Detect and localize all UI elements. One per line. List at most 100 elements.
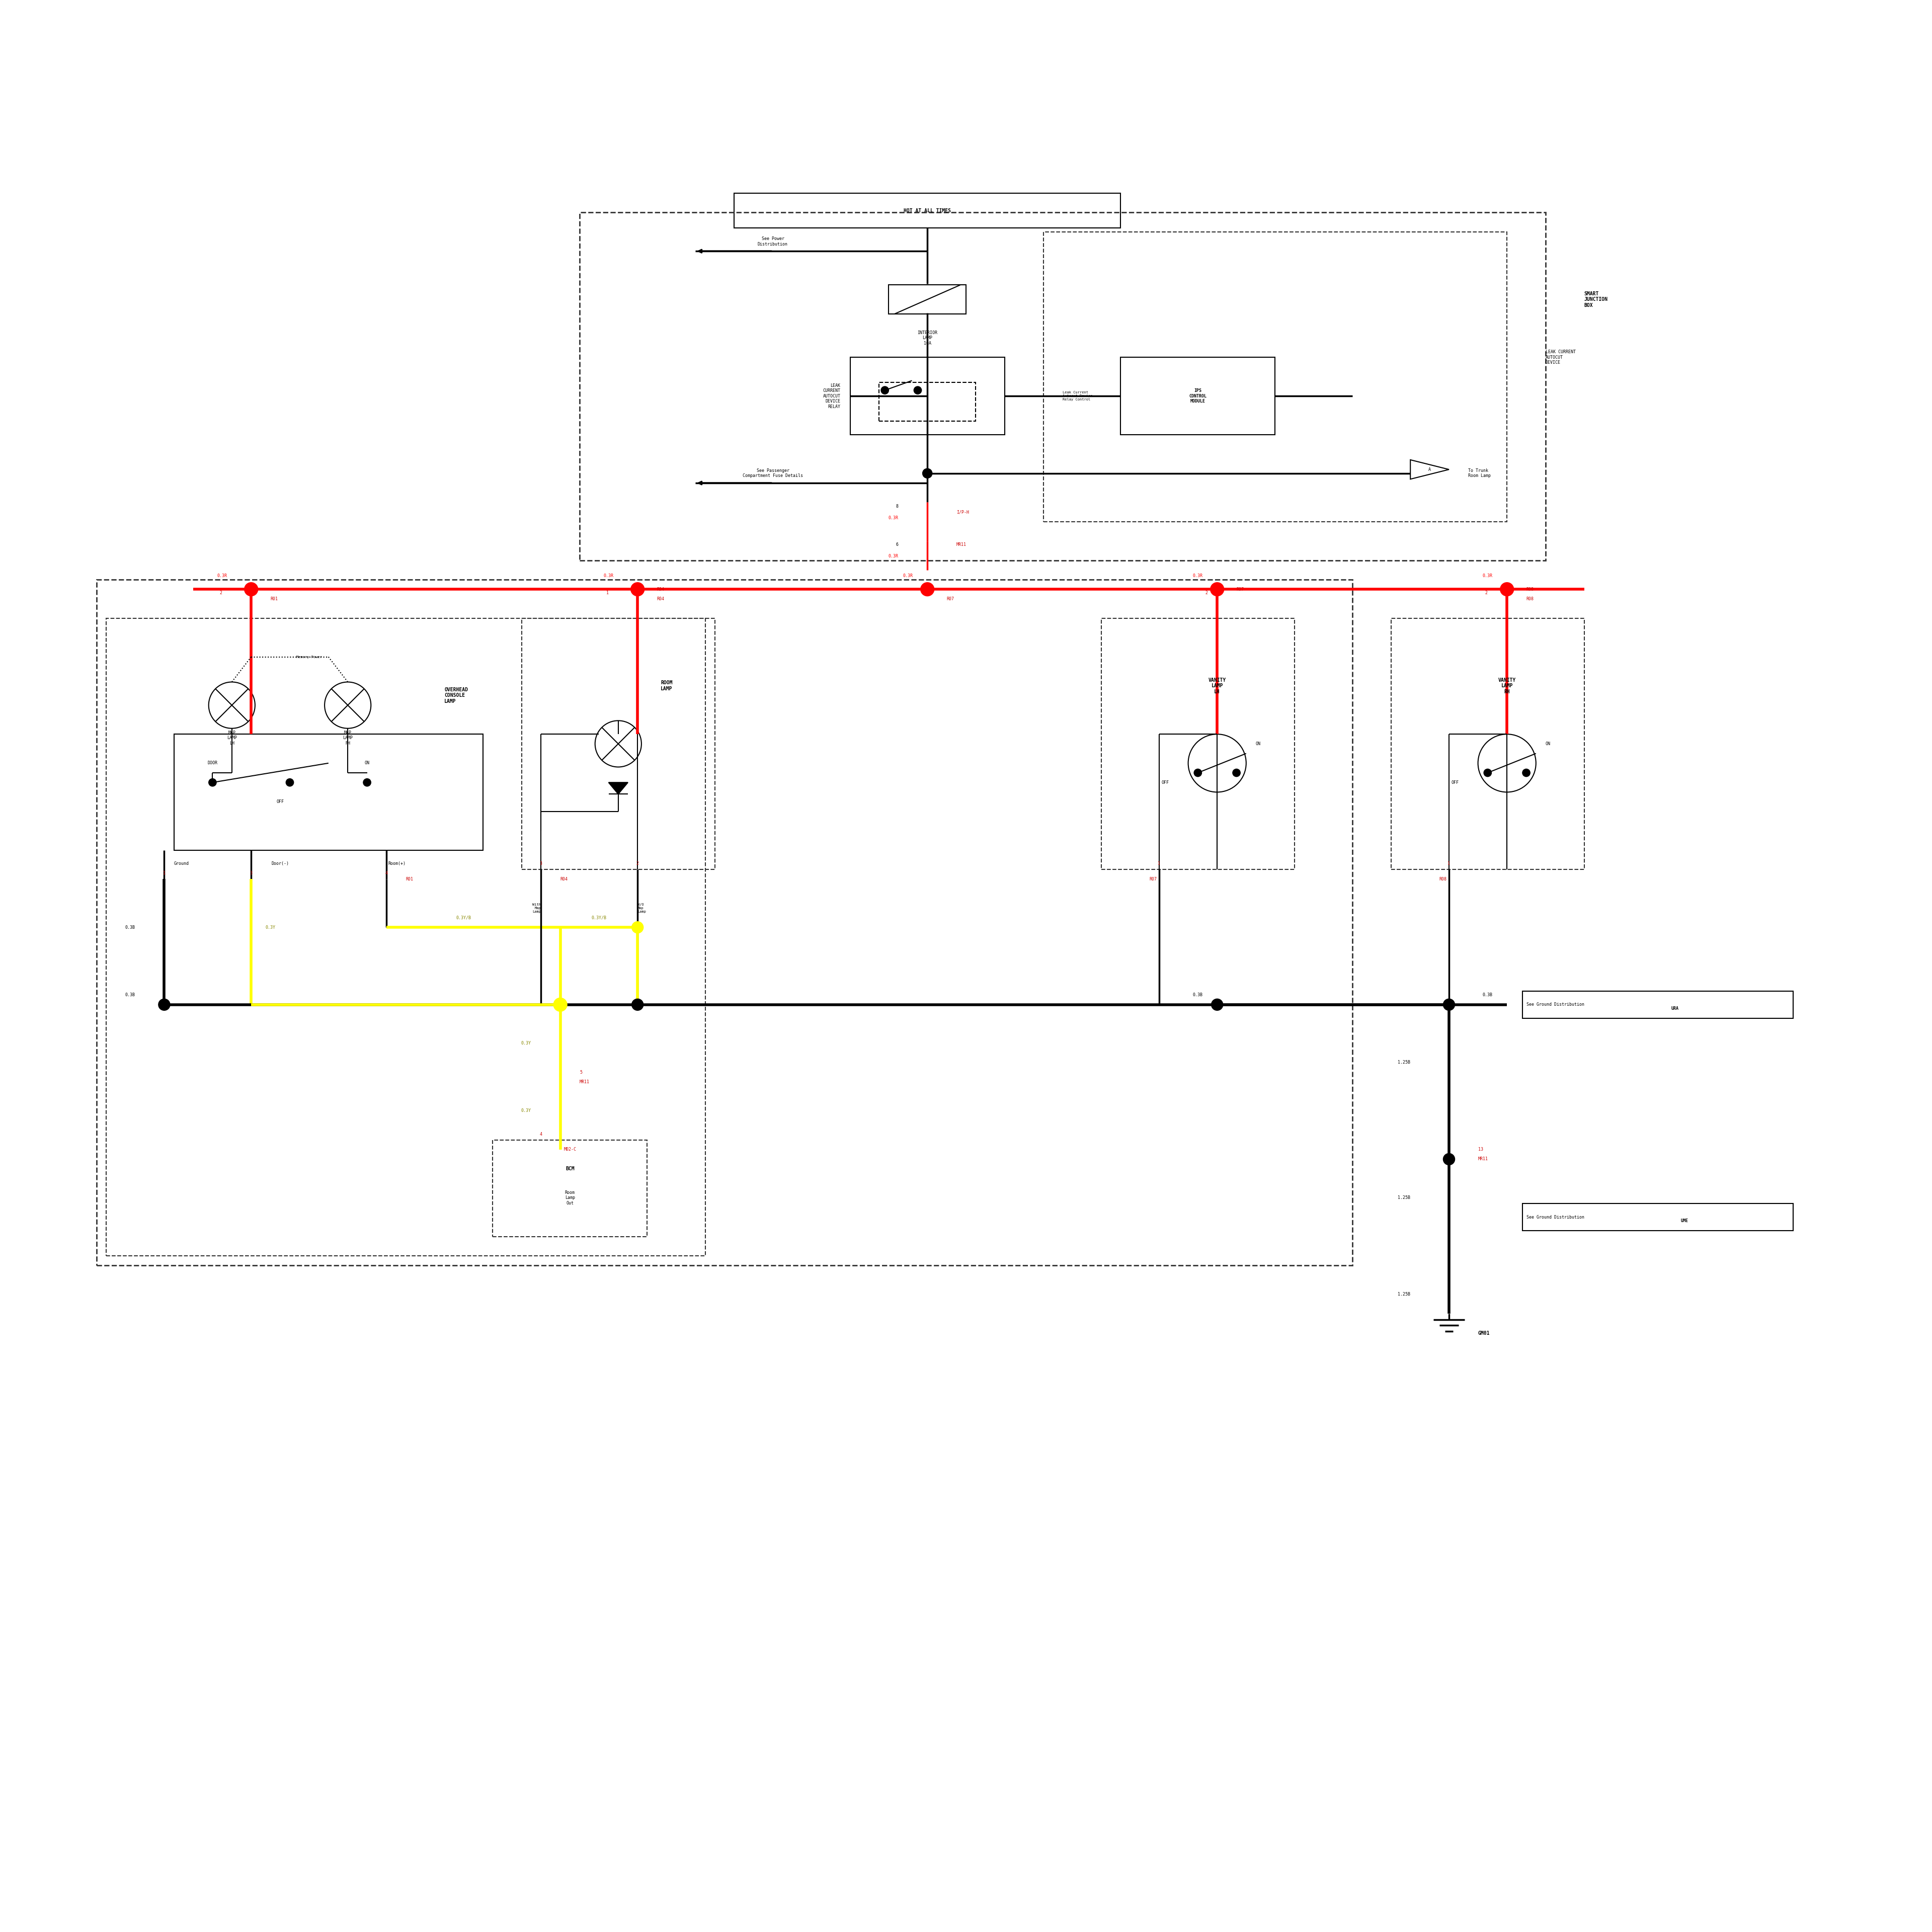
- Text: MAP
LAMP
RH: MAP LAMP RH: [342, 730, 354, 746]
- Text: 13: 13: [1478, 1148, 1484, 1151]
- Bar: [97, 580, 1352, 1265]
- Text: See Power
Distribution: See Power Distribution: [757, 236, 788, 247]
- Circle shape: [1484, 769, 1492, 777]
- Text: R07: R07: [1236, 587, 1244, 591]
- Circle shape: [1499, 583, 1515, 597]
- Text: 0.3R: 0.3R: [216, 574, 228, 578]
- Text: HOT AT ALL TIMES: HOT AT ALL TIMES: [904, 209, 951, 213]
- Text: LEAK
CURRENT
AUTOCUT
DEVICE
RELAY: LEAK CURRENT AUTOCUT DEVICE RELAY: [823, 383, 840, 410]
- Text: R07: R07: [1150, 877, 1157, 881]
- Text: URA: URA: [1671, 1007, 1679, 1010]
- Text: 6: 6: [896, 543, 898, 547]
- Text: 4: 4: [384, 871, 388, 875]
- Bar: [850, 357, 1005, 435]
- Text: MR11: MR11: [1478, 1157, 1488, 1161]
- Text: R07: R07: [947, 597, 954, 601]
- Text: VANITY
LAMP
RH: VANITY LAMP RH: [1497, 678, 1517, 694]
- Text: 2: 2: [636, 862, 639, 866]
- Circle shape: [1443, 999, 1455, 1010]
- Text: 3: 3: [249, 871, 253, 875]
- Circle shape: [553, 997, 568, 1012]
- Circle shape: [1522, 769, 1530, 777]
- Text: See Ground Distribution: See Ground Distribution: [1526, 1003, 1584, 1007]
- Bar: [174, 734, 483, 850]
- Text: 0.3R: 0.3R: [1192, 574, 1204, 578]
- Bar: [1121, 357, 1275, 435]
- Circle shape: [1233, 769, 1240, 777]
- Text: ROOM
LAMP: ROOM LAMP: [661, 680, 672, 692]
- Text: See Passenger
Compartment Fuse Details: See Passenger Compartment Fuse Details: [742, 468, 804, 479]
- Bar: [734, 193, 1121, 228]
- Text: OFF: OFF: [1161, 781, 1169, 784]
- Text: 1.25B: 1.25B: [1397, 1196, 1410, 1200]
- Text: 1: 1: [162, 871, 166, 875]
- Text: 0.3B: 0.3B: [1192, 993, 1204, 997]
- Circle shape: [363, 779, 371, 786]
- Bar: [1101, 618, 1294, 869]
- Circle shape: [914, 386, 922, 394]
- Text: With
Map
Lamp: With Map Lamp: [533, 902, 541, 914]
- Text: 2: 2: [220, 591, 222, 595]
- Text: Room(+): Room(+): [388, 862, 406, 866]
- Text: MR11: MR11: [956, 543, 966, 547]
- Text: R08: R08: [1439, 877, 1447, 881]
- Circle shape: [1211, 999, 1223, 1010]
- Text: MAP
LAMP
LH: MAP LAMP LH: [226, 730, 238, 746]
- Text: DOOR: DOOR: [207, 761, 218, 765]
- Text: UME: UME: [1681, 1219, 1689, 1223]
- Text: 1.25B: 1.25B: [1397, 1293, 1410, 1296]
- Text: 3: 3: [539, 862, 543, 866]
- Text: 0.3R: 0.3R: [889, 554, 898, 558]
- Text: Door(-): Door(-): [270, 862, 290, 866]
- Text: MR11: MR11: [580, 1080, 589, 1084]
- Circle shape: [1188, 734, 1246, 792]
- Circle shape: [325, 682, 371, 728]
- Text: R04: R04: [657, 597, 665, 601]
- Text: 0.3R: 0.3R: [902, 574, 914, 578]
- Text: R08: R08: [1526, 597, 1534, 601]
- Text: ON: ON: [365, 761, 369, 765]
- Text: 1: 1: [607, 591, 609, 595]
- Circle shape: [286, 779, 294, 786]
- Polygon shape: [609, 782, 628, 794]
- Text: 2: 2: [1486, 591, 1488, 595]
- Text: 0.3Y/B: 0.3Y/B: [591, 916, 607, 920]
- Circle shape: [1194, 769, 1202, 777]
- Circle shape: [920, 583, 935, 597]
- Circle shape: [632, 999, 643, 1010]
- Text: 0.3B: 0.3B: [126, 925, 135, 929]
- Text: Ground: Ground: [174, 862, 189, 866]
- Text: Room
Lamp
Out: Room Lamp Out: [564, 1190, 576, 1206]
- Text: OFF: OFF: [276, 800, 284, 804]
- Text: Leak Current
Autocut Device
Relay Control: Leak Current Autocut Device Relay Contro…: [1063, 390, 1092, 402]
- Text: R01: R01: [270, 597, 278, 601]
- Circle shape: [1443, 1153, 1455, 1165]
- Text: 0.3Y: 0.3Y: [522, 1041, 531, 1045]
- Text: 0.3R: 0.3R: [603, 574, 614, 578]
- Text: See Ground Distribution: See Ground Distribution: [1526, 1215, 1584, 1219]
- Circle shape: [209, 682, 255, 728]
- Text: 0.3Y: 0.3Y: [522, 1109, 531, 1113]
- Text: R04: R04: [657, 587, 665, 591]
- Text: GM01: GM01: [1478, 1331, 1490, 1335]
- Text: ON: ON: [1546, 742, 1551, 746]
- Text: 0.3R: 0.3R: [1482, 574, 1493, 578]
- Text: SMART
JUNCTION
BOX: SMART JUNCTION BOX: [1584, 292, 1607, 307]
- Text: 1: 1: [1157, 862, 1161, 866]
- Text: W/O
Map
Lamp: W/O Map Lamp: [638, 902, 645, 914]
- Text: IPS
CONTROL
MODULE: IPS CONTROL MODULE: [1188, 388, 1208, 404]
- Text: 5: 5: [580, 1070, 582, 1074]
- Text: 0.3B: 0.3B: [126, 993, 135, 997]
- Circle shape: [595, 721, 641, 767]
- Text: ON: ON: [1256, 742, 1262, 746]
- Text: INTERIOR
LAMP
10A: INTERIOR LAMP 10A: [918, 330, 937, 346]
- Text: 0.3Y: 0.3Y: [265, 925, 276, 929]
- Text: R08: R08: [1526, 587, 1534, 591]
- Circle shape: [923, 469, 931, 479]
- Text: LEAK CURRENT
AUTOCUT
DEVICE: LEAK CURRENT AUTOCUT DEVICE: [1546, 350, 1577, 365]
- Text: 0.3Y/B: 0.3Y/B: [456, 916, 471, 920]
- Text: 8: 8: [896, 504, 898, 508]
- Text: R01: R01: [406, 877, 413, 881]
- Bar: [1043, 232, 1507, 522]
- Circle shape: [632, 922, 643, 933]
